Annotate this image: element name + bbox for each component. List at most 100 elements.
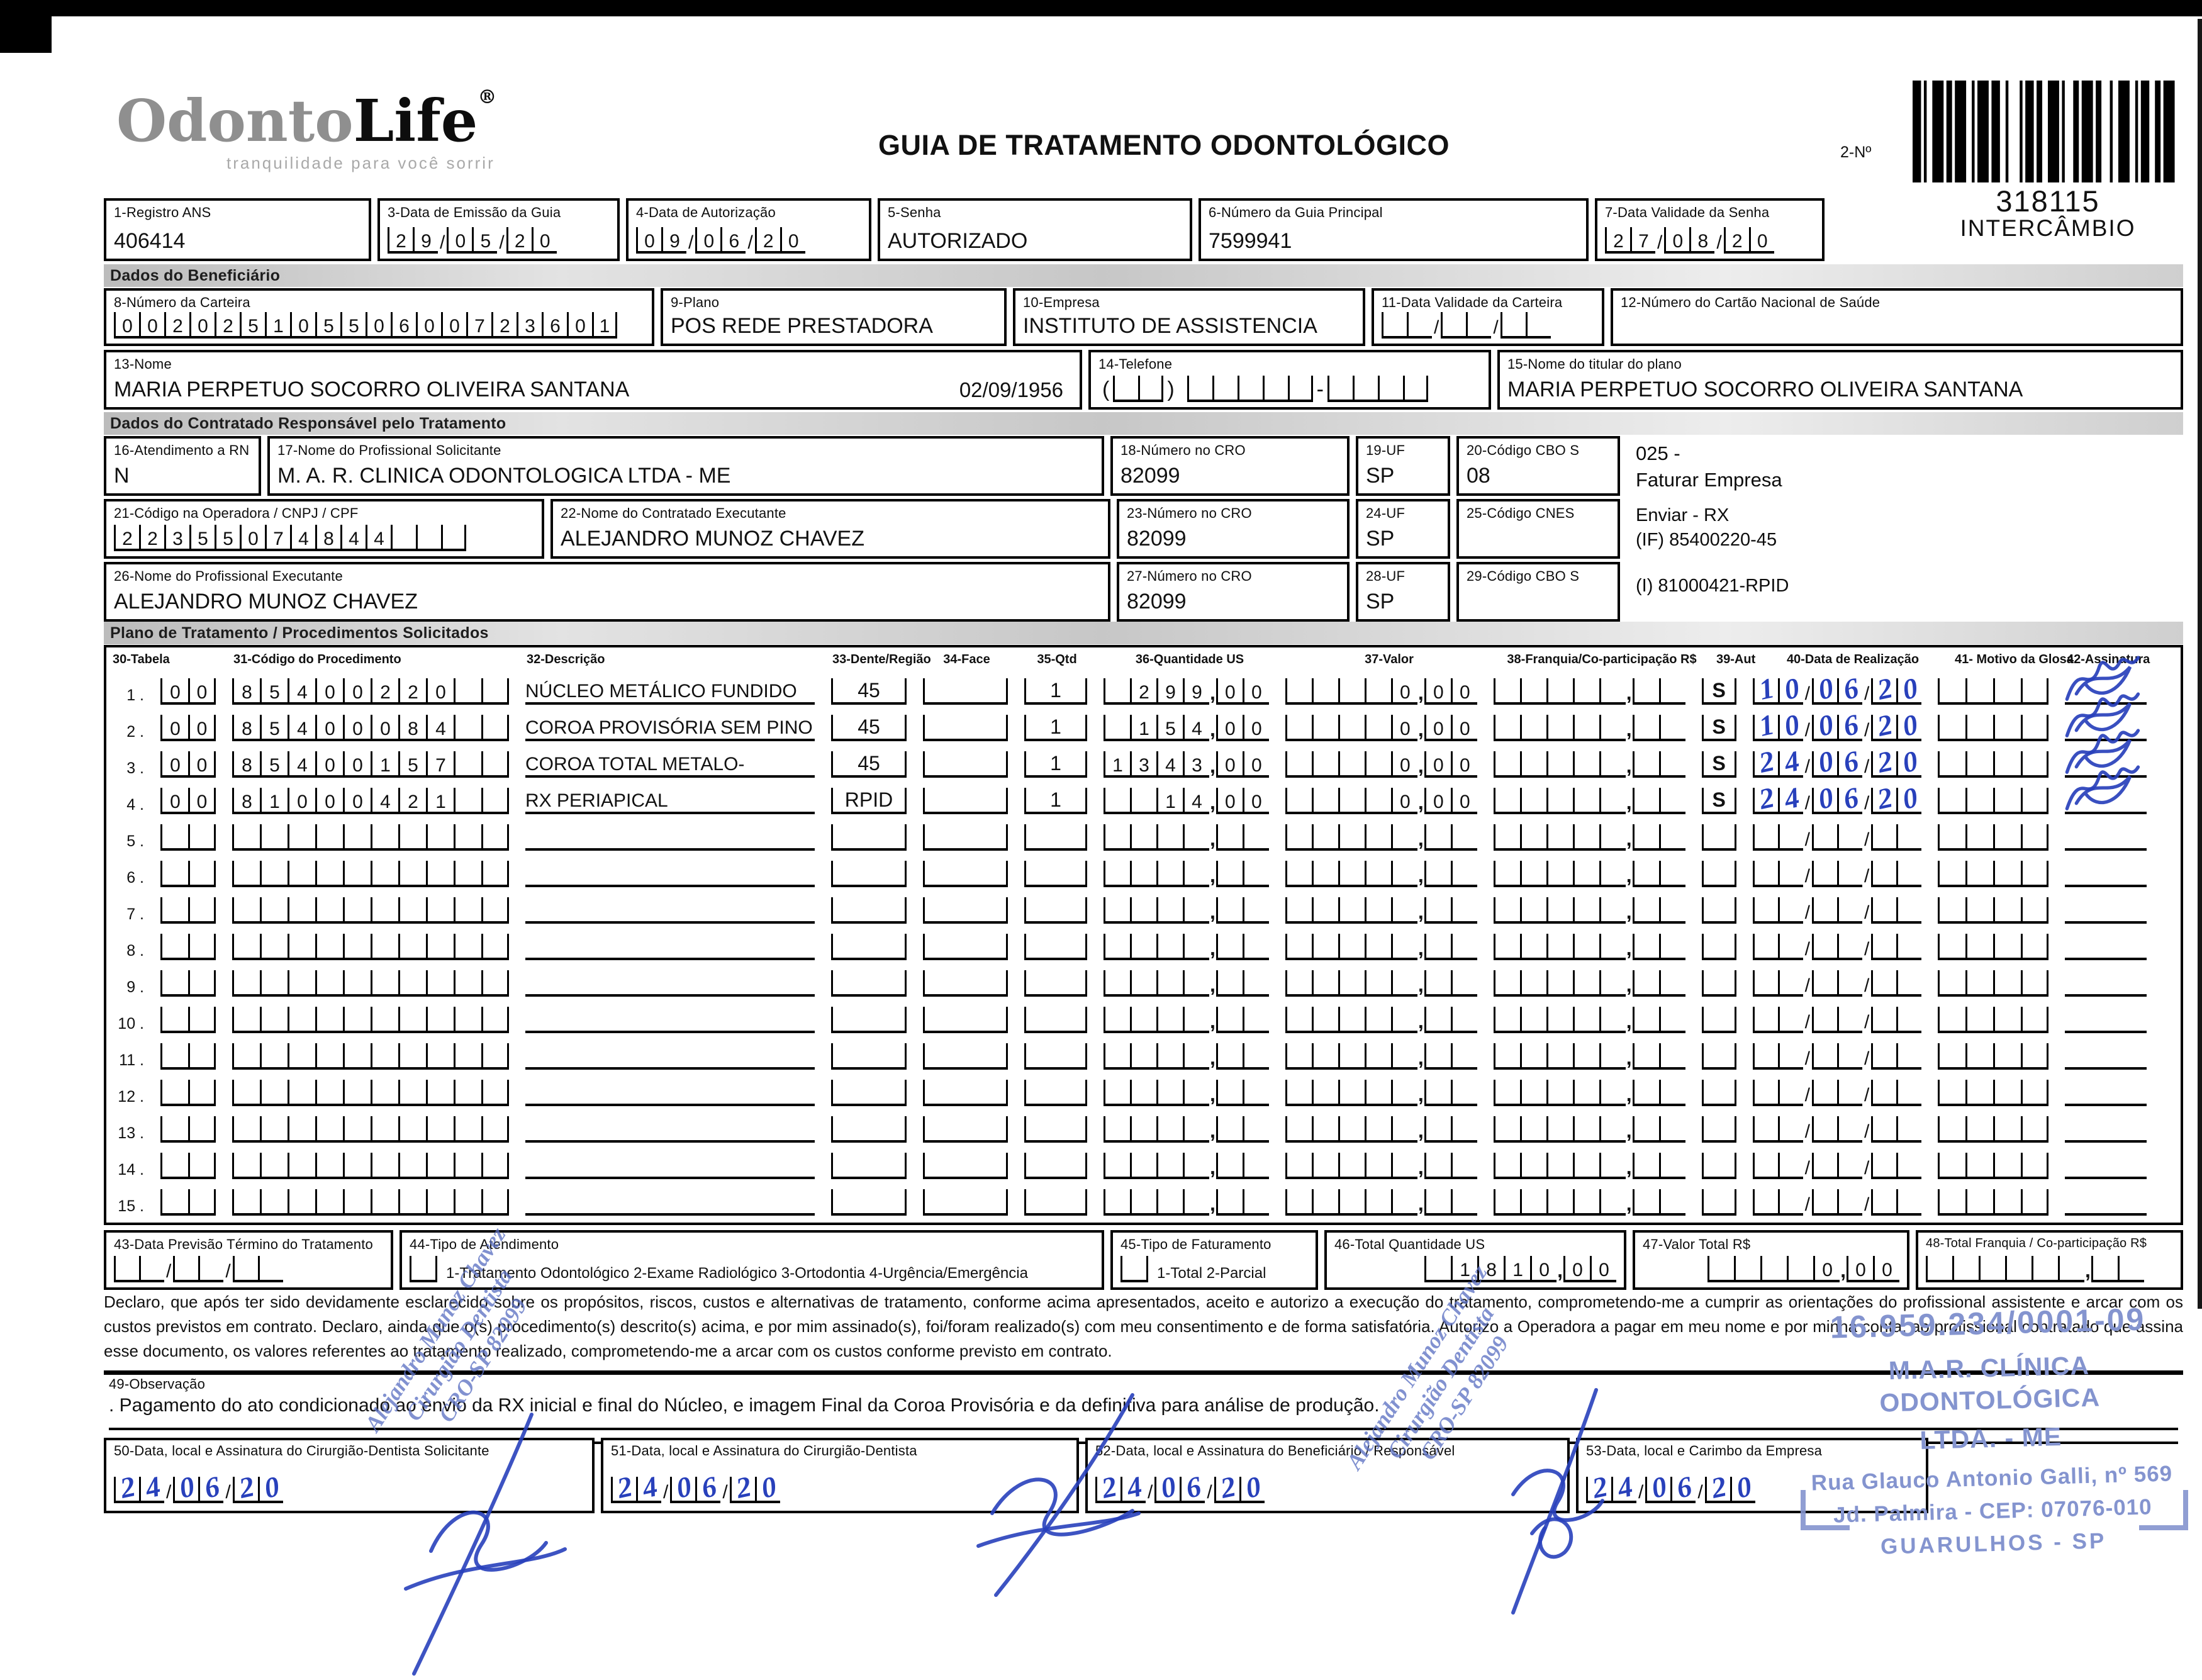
comb-cell: [1285, 1080, 1312, 1106]
comb-cell: [410, 1256, 437, 1282]
field-label: 19-UF: [1366, 442, 1440, 459]
comb-cell: [1965, 1153, 1993, 1179]
comb-cell: [1753, 1116, 1778, 1143]
quantidade: [1024, 861, 1087, 887]
comb-cell: [1285, 1043, 1312, 1070]
date-slash: /: [1805, 1158, 1810, 1179]
comb-cell: [1659, 824, 1685, 851]
quantidade-us-comb: ,: [1104, 934, 1269, 960]
procedure-row: 9 . , , , / /: [106, 960, 2181, 997]
motivo-glosa-comb: [1938, 970, 2048, 997]
comb-cell: [426, 1153, 454, 1179]
comb-cell: [426, 861, 454, 887]
tabela-comb: [160, 861, 216, 887]
procedures-header: 30-Tabela 31-Código do Procedimento 32-D…: [106, 647, 2181, 668]
tabela-comb: [160, 970, 216, 997]
comb-cell: [1573, 1043, 1599, 1070]
quantidade: [1024, 1153, 1087, 1179]
comb-cell: [1391, 1116, 1417, 1143]
comb-cell: 0: [315, 678, 343, 705]
dente-regiao: [831, 1043, 907, 1070]
comb-cell: [371, 861, 398, 887]
dente-regiao: [831, 1080, 907, 1106]
comb-cell: 7: [426, 751, 454, 778]
beneficiario-nome: MARIA PERPETUO SOCORRO OLIVEIRA SANTANA: [114, 378, 629, 402]
comb-cell: [1938, 715, 1965, 741]
decimal-comma: ,: [1418, 1010, 1424, 1033]
field-uf-19: 19-UF SP: [1356, 436, 1450, 496]
comb-cell: 2: [1871, 751, 1896, 778]
date-slash: /: [1864, 683, 1869, 705]
field-registro-ans: 1-Registro ANS 406414: [104, 198, 371, 261]
comb-cell: [188, 1043, 216, 1070]
comb-cell: [1633, 1043, 1659, 1070]
comb-cell: [1156, 1007, 1183, 1033]
comb-cell: [1424, 1080, 1451, 1106]
comb-cell: [454, 678, 481, 705]
comb-cell: [1312, 861, 1338, 887]
comb-cell: 4: [636, 1477, 661, 1503]
margin-note-rpid: (I) 81000421-RPID: [1636, 574, 1789, 598]
field-label: 29-Código CBO S: [1467, 568, 1610, 585]
date-slash: /: [225, 1482, 230, 1503]
comb-cell: [315, 970, 343, 997]
comb-cell: [343, 1080, 371, 1106]
field-value: 7599941: [1209, 229, 1579, 254]
comb-cell: 0: [567, 312, 592, 339]
comb-cell: [1104, 1043, 1130, 1070]
comb-cell: [1312, 678, 1338, 705]
comb-cell: [1952, 1256, 1979, 1282]
comb-cell: [2021, 751, 2048, 778]
comb-cell: [1104, 970, 1130, 997]
comb-cell: [1312, 788, 1338, 814]
comb-cell: [1338, 1189, 1365, 1216]
comb-cell: [1501, 312, 1526, 339]
codigo-procedimento-comb: [232, 1153, 509, 1179]
comb-cell: [1633, 861, 1659, 887]
tabela-comb: [160, 1189, 216, 1216]
comb-cell: 8: [1689, 227, 1714, 254]
comb-cell: 0: [188, 788, 216, 814]
assinatura-slot: [2065, 858, 2147, 887]
comb-cell: 5: [189, 525, 215, 551]
comb-cell: [1633, 824, 1659, 851]
comb-cell: [1573, 788, 1599, 814]
tipo-atendimento-options: 1-Tratamento Odontológico 2-Exame Radiol…: [446, 1265, 1028, 1282]
field-label: 43-Data Previsão Término do Tratamento: [114, 1236, 383, 1253]
comb-cell: [1494, 1007, 1520, 1033]
assinatura-slot: [2065, 1150, 2147, 1179]
data-realizacao-comb: / /: [1753, 1153, 1922, 1179]
comb-cell: [1837, 934, 1862, 960]
comb-cell: 3: [164, 525, 189, 551]
comb-cell: 1: [426, 788, 454, 814]
comb-cell: [1365, 751, 1391, 778]
comb-cell: 0: [288, 788, 315, 814]
comb-cell: 6: [198, 1477, 223, 1503]
date-slash: /: [1657, 232, 1662, 254]
comb-cell: [1243, 897, 1269, 924]
decimal-comma: ,: [1626, 864, 1632, 887]
comb-cell: [1183, 1153, 1209, 1179]
tabela-comb: [160, 934, 216, 960]
quantidade: [1024, 824, 1087, 851]
comb-cell: [1778, 824, 1803, 851]
comb-cell: 0: [780, 227, 805, 254]
comb-cell: [426, 1116, 454, 1143]
comb-cell: [1104, 934, 1130, 960]
comb-cell: [1599, 970, 1626, 997]
comb-cell: [1573, 824, 1599, 851]
valor-comb: ,: [1285, 934, 1477, 960]
comb-cell: [2021, 861, 2048, 887]
quantidade-us-comb: ,: [1104, 1189, 1269, 1216]
codigo-procedimento-comb: [232, 970, 509, 997]
franquia-comb: ,: [1494, 970, 1685, 997]
comb-cell: 0: [1424, 788, 1451, 814]
comb-cell: [1599, 1007, 1626, 1033]
quantidade: 1: [1024, 788, 1087, 814]
field-value: AUTORIZADO: [888, 229, 1182, 254]
comb-cell: [398, 1007, 426, 1033]
comb-cell: [1965, 970, 1993, 997]
data-realizacao-comb: / /: [1753, 1116, 1922, 1143]
